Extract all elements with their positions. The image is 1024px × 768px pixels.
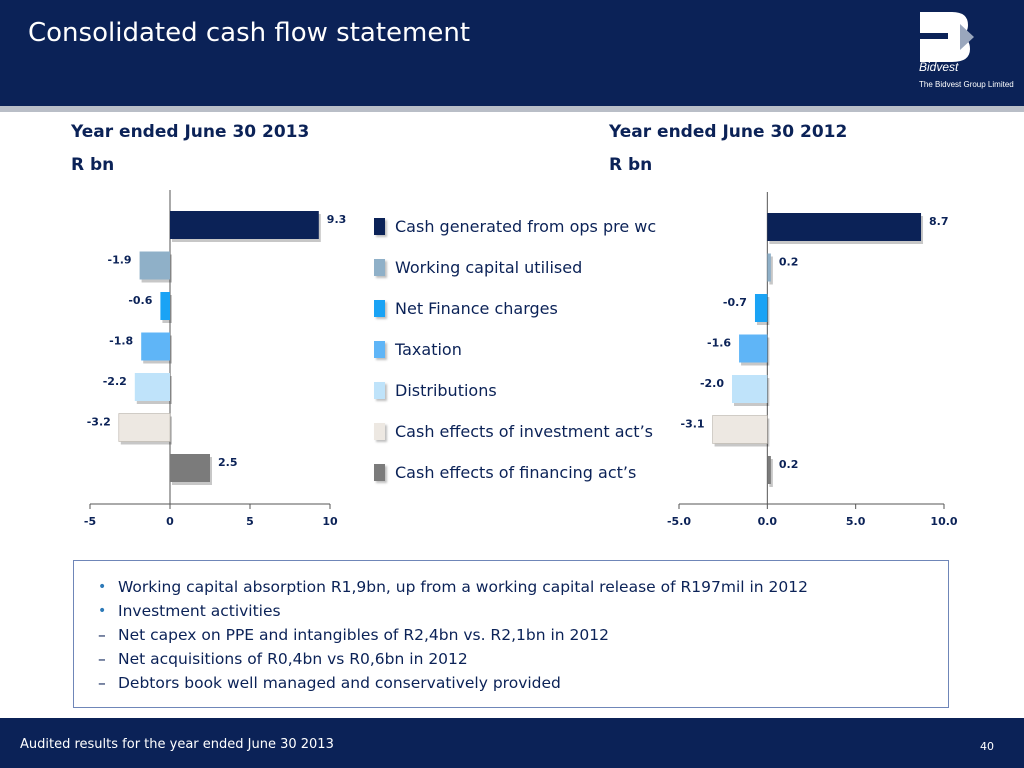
commentary-box: • Working capital absorption R1,9bn, up f… (73, 560, 949, 708)
commentary-list: • Working capital absorption R1,9bn, up f… (98, 575, 808, 695)
chart-2012-bar-shadow (769, 256, 773, 285)
legend-item: Cash effects of financing act’s (374, 460, 636, 484)
list-item: – Net acquisitions of R0,4bn vs R0,6bn in… (98, 647, 808, 671)
chart-2013-data-label: -2.2 (103, 375, 127, 388)
chart-2013-bar (134, 373, 170, 401)
chart-2012-data-label: -1.6 (707, 337, 731, 350)
legend-label: Net Finance charges (395, 298, 558, 318)
chart-2012-bar (754, 294, 768, 322)
bullet-text: Net acquisitions of R0,4bn vs R0,6bn in … (118, 650, 468, 668)
legend-label: Taxation (395, 339, 462, 359)
page-title: Consolidated cash flow statement (28, 18, 471, 48)
legend-swatch (374, 463, 385, 481)
chart-2013: -5 0 5 10 9.3 -1.9 -0.6 -1.8 -2.2 -3.2 2.5 (84, 190, 347, 528)
chart-2013-bar (170, 211, 319, 239)
bullet-marker: • (98, 579, 107, 595)
legend-swatch (374, 217, 385, 235)
legend-item: Cash generated from ops pre wc (374, 214, 656, 238)
bullet-marker: – (98, 650, 106, 668)
legend-swatch (374, 381, 385, 399)
chart-2013-x-tick-label: -5 (84, 515, 96, 528)
legend-item: Net Finance charges (374, 296, 558, 320)
chart-2012-bar (767, 253, 771, 282)
chart-2013-x-tick-label: 10 (322, 515, 338, 528)
logo-name: Bidvest (919, 60, 959, 74)
chart-2012-data-label: -0.7 (723, 296, 747, 309)
right-chart-year-heading: Year ended June 30 2012 (609, 122, 848, 142)
bullet-text: Net capex on PPE and intangibles of R2,4… (118, 626, 609, 644)
footer-bar: Audited results for the year ended June … (0, 718, 1024, 768)
legend-item: Taxation (374, 337, 462, 361)
legend-label: Cash effects of investment act’s (395, 421, 653, 441)
legend-swatch (374, 258, 385, 276)
chart-2013-data-label: -1.8 (109, 335, 133, 348)
legend-item: Working capital utilised (374, 255, 582, 279)
legend-label: Distributions (395, 380, 497, 400)
chart-2012-data-label: 0.2 (779, 256, 799, 269)
chart-2012-bar (767, 213, 922, 241)
chart-2012-x-tick-label: 5.0 (846, 515, 866, 528)
legend-swatch (374, 340, 385, 358)
chart-2013-data-label: -3.2 (87, 416, 111, 429)
chart-2013-data-label: 9.3 (327, 213, 347, 226)
chart-2013-bar (170, 454, 210, 482)
bullet-marker: – (98, 626, 106, 644)
chart-2012: -5.0 0.0 5.0 10.0 8.7 0.2 -0.7 -1.6 -2.0 -3.1 0.2 (667, 192, 958, 528)
bullet-marker: • (98, 603, 107, 619)
chart-2013-bar (160, 292, 170, 320)
chart-2012-data-label: 0.2 (779, 458, 799, 471)
chart-2012-data-label: 8.7 (929, 215, 949, 228)
legend-label: Cash effects of financing act’s (395, 462, 637, 482)
chart-2012-bar (767, 456, 771, 484)
list-item: • Investment activities (98, 599, 808, 623)
bullet-text: Debtors book well managed and conservati… (118, 674, 561, 692)
list-item: • Working capital absorption R1,9bn, up f… (98, 575, 808, 599)
chart-2013-bar (141, 332, 170, 361)
legend-label: Working capital utilised (395, 257, 583, 277)
legend-item: Cash effects of investment act’s (374, 419, 653, 443)
chart-2012-bar-shadow (769, 459, 773, 487)
chart-2013-bar (139, 251, 170, 280)
chart-2012-x-tick-label: 10.0 (930, 515, 957, 528)
logo-subtitle: The Bidvest Group Limited (919, 80, 1014, 89)
legend-swatch (374, 299, 385, 317)
chart-2012-bar (712, 415, 768, 444)
chart-2013-data-label: -0.6 (128, 294, 152, 307)
chart-2013-x-tick-label: 5 (246, 515, 254, 528)
bullet-text: Working capital absorption R1,9bn, up fr… (118, 578, 808, 596)
chart-2012-bar (739, 334, 768, 363)
bullet-marker: – (98, 674, 106, 692)
chart-2012-bar (732, 375, 768, 403)
chart-2012-x-tick-label: 0.0 (758, 515, 778, 528)
chart-2013-data-label: 2.5 (218, 456, 238, 469)
chart-2012-data-label: -2.0 (700, 377, 724, 390)
header-bar: Consolidated cash flow statement Bidvest… (0, 0, 1024, 106)
chart-2013-x-tick-label: 0 (166, 515, 174, 528)
footer-text: Audited results for the year ended June … (20, 737, 334, 752)
legend-label: Cash generated from ops pre wc (395, 216, 657, 236)
right-chart-unit-heading: R bn (609, 155, 653, 175)
chart-2012-x-tick-label: -5.0 (667, 515, 691, 528)
bullet-text: Investment activities (118, 602, 281, 620)
chart-2013-data-label: -1.9 (108, 254, 132, 267)
chart-2013-bar (118, 413, 171, 442)
list-item: – Net capex on PPE and intangibles of R2,… (98, 623, 808, 647)
list-item: – Debtors book well managed and conservat… (98, 671, 808, 695)
chart-2012-data-label: -3.1 (681, 418, 705, 431)
legend-swatch (374, 422, 385, 440)
left-chart-year-heading: Year ended June 30 2013 (71, 122, 310, 142)
page-number: 40 (980, 740, 994, 753)
left-chart-unit-heading: R bn (71, 155, 115, 175)
legend-item: Distributions (374, 378, 497, 402)
header-divider (0, 106, 1024, 112)
bidvest-logo-icon (920, 12, 974, 62)
